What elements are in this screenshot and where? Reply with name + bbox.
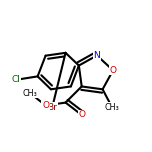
Text: O: O [110, 66, 117, 75]
Text: CH₃: CH₃ [23, 89, 37, 98]
Text: Br: Br [47, 103, 57, 112]
Text: O: O [78, 111, 85, 119]
Text: CH₃: CH₃ [105, 103, 119, 112]
Text: O: O [42, 101, 49, 110]
Text: N: N [93, 51, 100, 60]
Text: Cl: Cl [12, 75, 21, 84]
